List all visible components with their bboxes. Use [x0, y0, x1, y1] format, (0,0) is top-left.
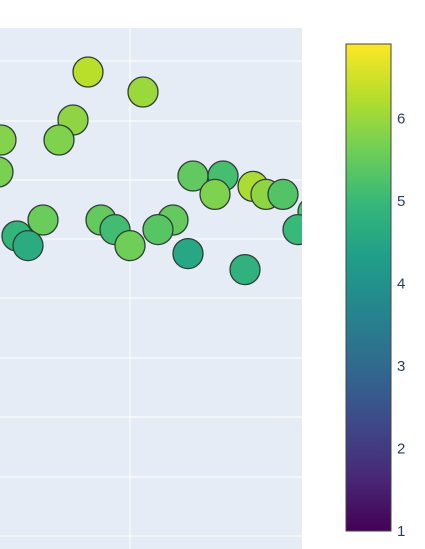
scatter-point — [114, 229, 146, 262]
colorbar-ticks: 1 2 3 4 5 6 — [397, 110, 405, 540]
scatter-point — [313, 219, 343, 249]
scatter-point — [297, 200, 302, 224]
scatter-point — [172, 237, 204, 270]
plot-background — [0, 28, 302, 549]
scatter-point — [282, 213, 302, 246]
colorbar-tick-label: 2 — [397, 440, 405, 457]
colorbar — [345, 43, 392, 532]
scatter-point — [0, 124, 17, 156]
scatter-point — [199, 178, 231, 211]
colorbar-tick-label: 3 — [397, 358, 405, 375]
scatter-point — [43, 124, 75, 156]
scatter-point — [27, 204, 59, 236]
colorbar-tick-label: 1 — [397, 523, 405, 540]
scatter-point — [0, 156, 14, 188]
scatter-point — [142, 213, 174, 246]
scatter-point — [229, 253, 261, 286]
scatter-points — [0, 56, 343, 286]
scatter-point — [267, 178, 299, 211]
scatter-point — [12, 229, 44, 262]
colorbar-tick-label: 5 — [397, 193, 405, 210]
scatter-point — [72, 56, 104, 88]
colorbar-tick-label: 4 — [397, 275, 405, 292]
scatter-point — [127, 76, 159, 108]
colorbar-tick-label: 6 — [397, 110, 405, 127]
